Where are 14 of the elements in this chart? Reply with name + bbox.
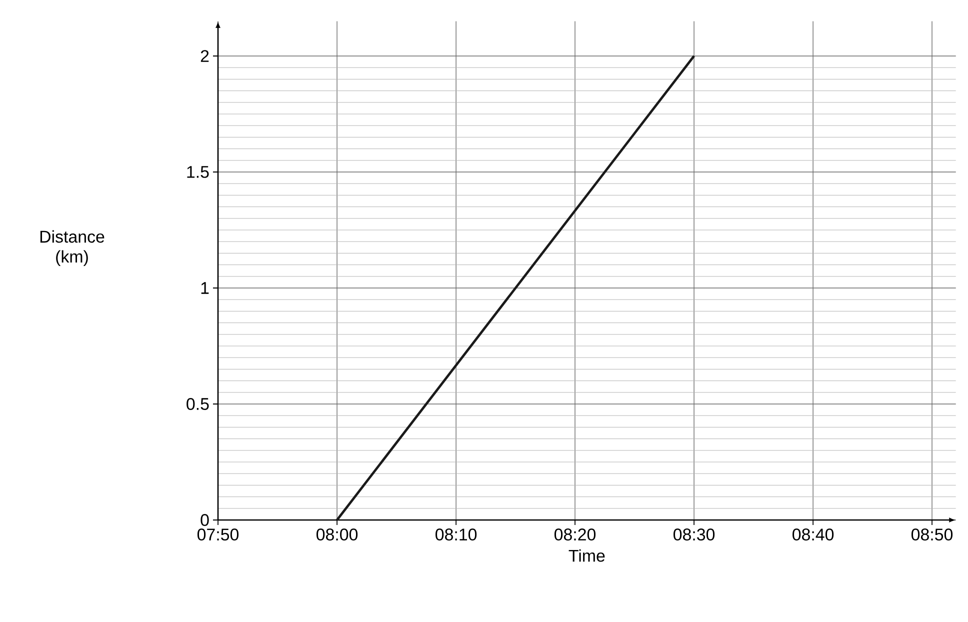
y-tick-label: 0.5 [186, 398, 209, 410]
x-tick-label: 08:40 [792, 528, 834, 541]
y-tick-label: 0 [200, 514, 209, 526]
x-tick-label: 08:10 [436, 528, 477, 541]
x-tick-label: 08:00 [316, 528, 358, 541]
x-tick-label: 08:30 [673, 528, 715, 541]
x-tick-label: 08:20 [554, 528, 596, 541]
y-tick-label: 1.5 [187, 166, 209, 178]
y-axis-title: Distance (km) [40, 230, 104, 266]
x-axis-title: Time [568, 549, 605, 562]
x-tick-label: 07:50 [197, 528, 239, 541]
x-tick-label: 08:50 [911, 528, 953, 541]
y-tick-label: 1 [201, 282, 209, 294]
y-tick-label: 2 [200, 50, 209, 62]
